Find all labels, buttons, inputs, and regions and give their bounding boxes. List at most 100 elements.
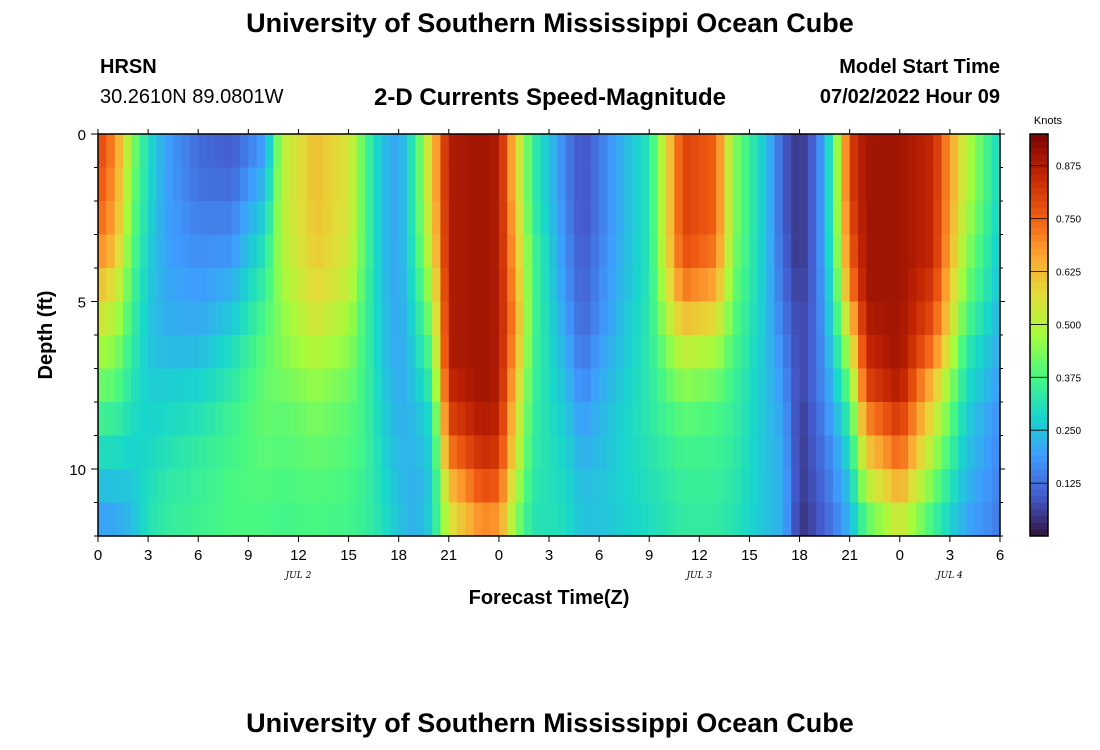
heatmap-cell — [549, 402, 558, 436]
heatmap-cell — [214, 368, 224, 403]
heatmap-cell — [139, 234, 149, 269]
heatmap-cell — [381, 368, 391, 403]
heatmap-cell — [574, 301, 583, 336]
heatmap-cell — [365, 368, 375, 403]
heatmap-cell — [248, 234, 258, 269]
heatmap-cell — [173, 201, 182, 235]
heatmap-cell — [415, 335, 425, 369]
heatmap-cell — [306, 502, 316, 537]
heatmap-cell — [899, 201, 909, 235]
heatmap-cell — [757, 402, 767, 436]
heatmap-cell — [832, 268, 842, 302]
heatmap-cell — [198, 435, 207, 470]
colorbar-frame — [1029, 133, 1049, 537]
heatmap-cell — [665, 368, 675, 403]
heatmap-cell — [624, 301, 633, 336]
heatmap-cell — [883, 435, 892, 470]
heatmap-cell — [716, 469, 725, 503]
heatmap-cell — [256, 435, 266, 470]
heatmap-cell — [590, 368, 600, 403]
heatmap-cell — [540, 268, 550, 302]
heatmap-cell — [473, 134, 483, 168]
heatmap-cell — [916, 402, 926, 436]
heatmap-cell — [841, 402, 851, 436]
heatmap-cell — [498, 502, 508, 537]
heatmap-cell — [290, 167, 299, 202]
heatmap-cell — [490, 268, 500, 302]
x-tick-label: 12 — [691, 547, 708, 564]
heatmap-cell — [799, 301, 809, 336]
heatmap-cell — [248, 335, 258, 369]
heatmap-cell — [131, 301, 141, 336]
heatmap-cell — [532, 469, 542, 503]
heatmap-cell — [924, 268, 934, 302]
heatmap-cell — [423, 301, 433, 336]
heatmap-cell — [690, 201, 700, 235]
heatmap-cell — [432, 234, 441, 269]
heatmap-cell — [323, 502, 333, 537]
heatmap-cell — [791, 201, 800, 235]
heatmap-cell — [515, 402, 525, 436]
heatmap-cell — [473, 301, 483, 336]
heatmap-cell — [323, 301, 333, 336]
heatmap-cell — [908, 134, 917, 168]
heatmap-cell — [348, 435, 358, 470]
heatmap-cell — [540, 368, 550, 403]
heatmap-cell — [749, 268, 759, 302]
heatmap-cell — [858, 301, 867, 336]
heatmap-cell — [690, 435, 700, 470]
heatmap-cell — [841, 234, 851, 269]
heatmap-cell — [248, 469, 258, 503]
heatmap-cell — [841, 134, 851, 168]
heatmap-cell — [131, 469, 141, 503]
heatmap-cell — [448, 502, 458, 537]
heatmap-cell — [106, 201, 116, 235]
colorbar-segment — [1030, 395, 1048, 403]
heatmap-cell — [549, 201, 558, 235]
heatmap-cell — [523, 234, 533, 269]
heatmap-cell — [749, 134, 759, 168]
heatmap-cell — [407, 201, 416, 235]
heatmap-cell — [983, 301, 993, 336]
heatmap-cell — [306, 368, 316, 403]
heatmap-cell — [315, 234, 324, 269]
heatmap-cell — [540, 234, 550, 269]
heatmap-cell — [114, 368, 124, 403]
heatmap-cell — [356, 502, 366, 537]
heatmap-cell — [390, 301, 400, 336]
heatmap-cell — [766, 335, 775, 369]
heatmap-cell — [265, 469, 274, 503]
heatmap-cell — [858, 502, 867, 537]
heatmap-cell — [716, 435, 725, 470]
colorbar-segment — [1030, 422, 1048, 430]
heatmap-cell — [966, 368, 976, 403]
heatmap-cell — [557, 167, 567, 202]
heatmap-cell — [381, 234, 391, 269]
colorbar-segment — [1030, 495, 1048, 503]
heatmap-cell — [423, 335, 433, 369]
heatmap-cell — [707, 402, 717, 436]
heatmap-cell — [574, 435, 583, 470]
heatmap-cell — [782, 167, 792, 202]
colorbar-segment — [1030, 515, 1048, 524]
heatmap-cell — [724, 469, 734, 503]
colorbar-segment — [1030, 455, 1048, 463]
heatmap-cell — [883, 368, 892, 403]
heatmap-cell — [98, 435, 107, 470]
colorbar-segment — [1030, 348, 1048, 356]
heatmap-cell — [682, 234, 692, 269]
heatmap-cell — [139, 134, 149, 168]
heatmap-cell — [239, 502, 249, 537]
heatmap-cell — [707, 234, 717, 269]
heatmap-cell — [941, 335, 951, 369]
heatmap-cell — [306, 201, 316, 235]
heatmap-cell — [490, 301, 500, 336]
heatmap-cell — [423, 167, 433, 202]
heatmap-cell — [807, 201, 817, 235]
heatmap-cell — [858, 234, 867, 269]
heatmap-cell — [774, 368, 784, 403]
heatmap-cell — [223, 134, 233, 168]
heatmap-cell — [891, 435, 901, 470]
colorbar-segment — [1030, 442, 1048, 450]
heatmap-cell — [156, 167, 166, 202]
